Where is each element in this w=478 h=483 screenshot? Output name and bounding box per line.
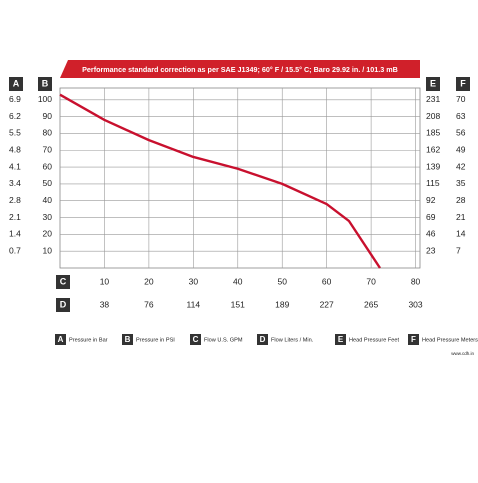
y2-tick-label: 63: [456, 111, 466, 121]
legend-letter: E: [338, 335, 344, 344]
axis-letter-box: [38, 77, 52, 91]
y2-tick-label: 6.2: [9, 111, 21, 121]
axis-letter-box: [456, 77, 470, 91]
y2-tick-label: 0.7: [9, 245, 21, 255]
y2-tick-label: 3.4: [9, 178, 21, 188]
legend-box: [408, 334, 419, 345]
y-tick-label: 20: [43, 229, 53, 239]
x2-tick-label: 227: [320, 299, 334, 309]
axis-letter-box: [56, 298, 70, 312]
legend-label: Flow Liters / Min.: [271, 337, 314, 343]
y-tick-label: 30: [43, 212, 53, 222]
axis-letter: B: [42, 78, 49, 88]
source: www.cdh.in: [451, 351, 474, 356]
axis-letter: F: [460, 78, 466, 88]
legend-label: Pressure in Bar: [69, 337, 108, 343]
y2-tick-label: 5.5: [9, 128, 21, 138]
title-banner: [60, 60, 420, 78]
y2-tick-label: 231: [426, 94, 440, 104]
y-tick-label: 70: [43, 144, 53, 154]
data-line: [59, 93, 382, 269]
y2-tick-label: 14: [456, 229, 466, 239]
y2-tick-label: 2.8: [9, 195, 21, 205]
legend-label: Head Pressure Meters: [422, 337, 478, 343]
legend-box: [257, 334, 268, 345]
y2-tick-label: 49: [456, 144, 466, 154]
y2-tick-label: 46: [426, 229, 436, 239]
x-tick-label: 80: [411, 276, 421, 286]
y2-tick-label: 92: [426, 195, 436, 205]
x2-tick-label: 303: [408, 299, 422, 309]
y2-tick-label: 4.8: [9, 144, 21, 154]
plot-frame: [59, 87, 421, 269]
y2-tick-label: 23: [426, 245, 436, 255]
x2-tick-label: 151: [231, 299, 245, 309]
y2-tick-label: 1.4: [9, 229, 21, 239]
y2-tick-label: 7: [456, 245, 461, 255]
y2-tick-label: 4.1: [9, 161, 21, 171]
y-tick-label: 100: [38, 94, 52, 104]
y-tick-label: 90: [43, 111, 53, 121]
y2-tick-label: 162: [426, 144, 440, 154]
y2-tick-label: 208: [426, 111, 440, 121]
y-tick-label: 60: [43, 161, 53, 171]
legend-letter: F: [411, 335, 416, 344]
x-tick-label: 40: [233, 276, 243, 286]
y2-tick-label: 69: [426, 212, 436, 222]
x-tick-label: 30: [189, 276, 199, 286]
y2-tick-label: 70: [456, 94, 466, 104]
axis-letter-box: [426, 77, 440, 91]
y2-tick-label: 139: [426, 161, 440, 171]
x-tick-label: 20: [144, 276, 154, 286]
legend-label: Pressure in PSI: [136, 337, 175, 343]
legend-box: [55, 334, 66, 345]
chart-title: Performance standard correction as per S…: [82, 65, 398, 74]
x2-tick-label: 38: [100, 299, 110, 309]
legend-box: [335, 334, 346, 345]
legend-letter: B: [125, 335, 131, 344]
x-tick-label: 50: [277, 276, 287, 286]
legend-label: Head Pressure Feet: [349, 337, 400, 343]
y2-tick-label: 6.9: [9, 94, 21, 104]
y2-tick-label: 115: [426, 178, 440, 188]
y-tick-label: 50: [43, 178, 53, 188]
legend-letter: D: [260, 335, 266, 344]
x2-tick-label: 76: [144, 299, 154, 309]
x-tick-label: 10: [100, 276, 110, 286]
legend-box: [190, 334, 201, 345]
y2-tick-label: 2.1: [9, 212, 21, 222]
y2-tick-label: 28: [456, 195, 466, 205]
legend-letter: A: [58, 335, 64, 344]
legend-letter: C: [193, 335, 199, 344]
x-tick-label: 70: [366, 276, 376, 286]
legend-label: Flow U.S. GPM: [204, 337, 243, 343]
axis-letter: C: [60, 276, 67, 286]
x-tick-label: 60: [322, 276, 332, 286]
y2-tick-label: 21: [456, 212, 466, 222]
legend-box: [122, 334, 133, 345]
y-tick-label: 80: [43, 128, 53, 138]
axis-letter: D: [60, 299, 67, 309]
axis-letter: A: [13, 78, 20, 88]
axis-letter-box: [56, 275, 70, 289]
axis-letter-box: [9, 77, 23, 91]
x2-tick-label: 114: [187, 299, 201, 309]
y2-tick-label: 56: [456, 128, 466, 138]
y-tick-label: 10: [43, 245, 53, 255]
y2-tick-label: 42: [456, 161, 466, 171]
y-tick-label: 40: [43, 195, 53, 205]
axis-letter: E: [430, 78, 436, 88]
y2-tick-label: 35: [456, 178, 466, 188]
x2-tick-label: 189: [275, 299, 289, 309]
y2-tick-label: 185: [426, 128, 440, 138]
x2-tick-label: 265: [364, 299, 378, 309]
